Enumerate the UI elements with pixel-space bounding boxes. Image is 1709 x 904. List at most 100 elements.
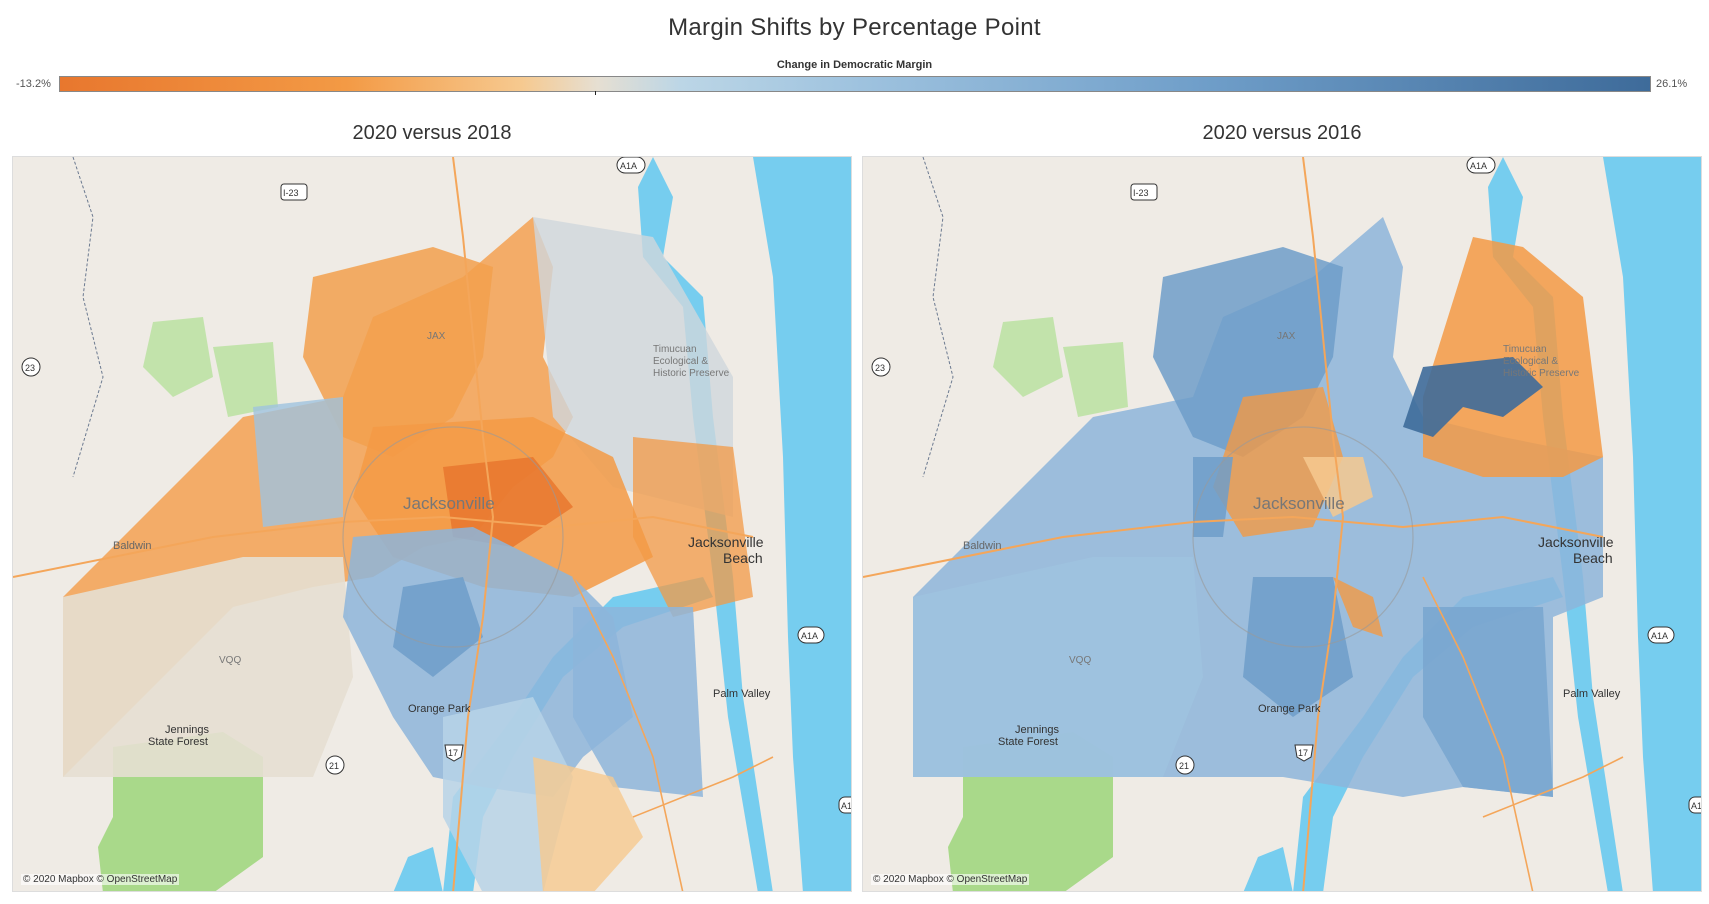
river-inlet	[393, 847, 443, 891]
ocean	[1603, 157, 1701, 891]
shield-17-label: 17	[448, 748, 458, 758]
label-jax-beach: Jacksonville	[688, 534, 764, 550]
label-orange-park: Orange Park	[408, 703, 471, 715]
interstate-95	[452, 157, 495, 891]
label-jennings: Jennings	[165, 724, 210, 736]
highway	[572, 576, 684, 891]
map-2020-vs-2018[interactable]: Jacksonville Jacksonville Beach Baldwin …	[12, 156, 852, 892]
map-subtitle-2016: 2020 versus 2016	[1202, 122, 1362, 144]
label-jax-airport: JAX	[427, 331, 446, 342]
label-timucuan: Timucuan	[653, 344, 697, 355]
precinct-shift-orange-north	[303, 247, 493, 457]
beltway-295	[342, 426, 564, 648]
shield-a1a-south	[797, 626, 825, 644]
shield-23-label: 23	[25, 363, 35, 373]
legend-max-label: 26.1%	[1656, 78, 1688, 90]
shield-a1a-south-label: A1A	[801, 631, 818, 641]
label-jax-beach-2: Beach	[723, 550, 763, 566]
label-baldwin: Baldwin	[113, 540, 152, 552]
precinct-shift-orange-south	[1333, 577, 1383, 637]
label-jax-beach: Jacksonville	[1538, 534, 1614, 550]
shield-a1-label: A1	[841, 801, 852, 811]
label-jax-beach-2: Beach	[1573, 550, 1613, 566]
map-canvas-2016[interactable]: Jacksonville Jacksonville Beach Baldwin …	[863, 157, 1702, 892]
shield-a1a	[616, 157, 646, 174]
precinct-shift-blue-mid	[393, 577, 483, 677]
shield-a1	[838, 796, 851, 814]
shield-i23-label: I-23	[1133, 188, 1149, 198]
interstate-10	[13, 515, 754, 578]
county-border	[922, 157, 954, 478]
shield-a1a-south	[1647, 626, 1675, 644]
precinct-shift-blue-southeast	[573, 607, 703, 797]
label-timucuan-2: Ecological &	[1503, 356, 1558, 367]
label-jacksonville: Jacksonville	[1253, 494, 1345, 513]
intracoastal-water	[1488, 157, 1623, 891]
map-2020-vs-2016[interactable]: Jacksonville Jacksonville Beach Baldwin …	[862, 156, 1702, 892]
shield-21	[1175, 755, 1195, 775]
intracoastal-water	[638, 157, 773, 891]
shield-a1	[1688, 796, 1701, 814]
precinct-shift-blue-dark-northeast	[1403, 357, 1543, 437]
legend-zero-tick	[595, 91, 596, 95]
map-canvas-2018[interactable]: Jacksonville Jacksonville Beach Baldwin …	[13, 157, 852, 892]
shield-17	[444, 744, 464, 762]
label-jax-airport: JAX	[1277, 331, 1296, 342]
precinct-shift-neutral-southwest	[63, 557, 353, 777]
precinct-shift-orange-strong-core	[443, 457, 573, 547]
shield-23	[21, 357, 41, 377]
map-credit: © 2020 Mapbox © OpenStreetMap	[871, 874, 1030, 885]
shield-21-label: 21	[329, 761, 339, 771]
label-vqq: VQQ	[219, 655, 241, 666]
legend-title: Change in Democratic Margin	[776, 59, 933, 71]
label-timucuan-3: Historic Preserve	[653, 368, 730, 379]
shield-a1-label: A1	[1691, 801, 1702, 811]
shield-a1a-label: A1A	[620, 161, 637, 171]
precinct-shift-orange-light-south	[533, 757, 643, 891]
color-legend-bar[interactable]	[59, 76, 1651, 92]
precinct-shift-blue-southwest	[913, 557, 1203, 777]
river-inlet	[1243, 847, 1293, 891]
park-area	[1063, 342, 1128, 417]
highway	[1482, 756, 1624, 818]
precinct-shift-blue-southeast	[1423, 607, 1553, 797]
park-area	[143, 317, 213, 397]
precinct-shift-blue-mid	[1193, 457, 1233, 537]
shield-a1a	[1466, 157, 1496, 174]
label-jacksonville: Jacksonville	[403, 494, 495, 513]
page-title: Margin Shifts by Percentage Point	[668, 14, 1041, 41]
park-area	[213, 342, 278, 417]
county-border	[72, 157, 104, 478]
legend-min-label: -13.2%	[16, 78, 51, 90]
shield-21-label: 21	[1179, 761, 1189, 771]
shield-a1a-label: A1A	[1470, 161, 1487, 171]
label-timucuan-3: Historic Preserve	[1503, 368, 1580, 379]
shield-23	[871, 357, 891, 377]
label-timucuan: Timucuan	[1503, 344, 1547, 355]
interstate-95	[1302, 157, 1345, 891]
label-vqq: VQQ	[1069, 655, 1091, 666]
label-timucuan-2: Ecological &	[653, 356, 708, 367]
shield-i23-label: I-23	[283, 188, 299, 198]
ocean	[753, 157, 851, 891]
label-baldwin: Baldwin	[963, 540, 1002, 552]
park-area	[993, 317, 1063, 397]
precinct-shift-orange-urban	[1213, 387, 1343, 537]
shield-17-label: 17	[1298, 748, 1308, 758]
map-subtitle-2018: 2020 versus 2018	[352, 122, 512, 144]
precinct-shift-orange-east	[633, 437, 753, 617]
shield-i23	[1130, 183, 1158, 201]
label-palm-valley: Palm Valley	[1563, 688, 1621, 700]
shield-23-label: 23	[875, 363, 885, 373]
label-jennings: Jennings	[1015, 724, 1060, 736]
map-credit: © 2020 Mapbox © OpenStreetMap	[21, 874, 180, 885]
precinct-shift-blue-west	[253, 397, 343, 527]
precinct-shift-orange-light-core	[1303, 457, 1373, 517]
label-palm-valley: Palm Valley	[713, 688, 771, 700]
label-orange-park: Orange Park	[1258, 703, 1321, 715]
shield-21	[325, 755, 345, 775]
shield-i23	[280, 183, 308, 201]
label-state-forest: State Forest	[148, 736, 208, 748]
label-state-forest: State Forest	[998, 736, 1058, 748]
highway	[1422, 576, 1534, 891]
